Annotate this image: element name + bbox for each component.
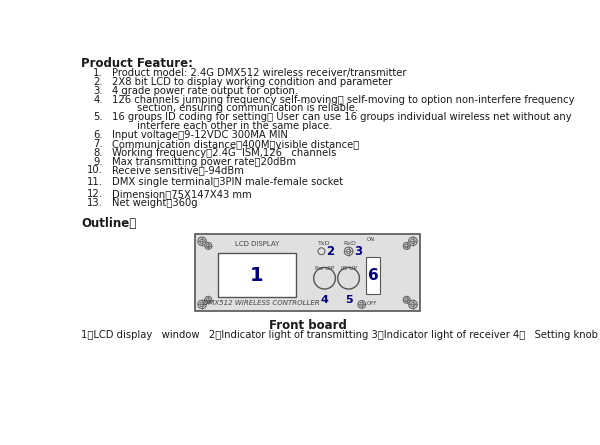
Text: 10.: 10.: [87, 166, 103, 175]
Text: 7.: 7.: [93, 139, 103, 149]
Bar: [365, 258, 380, 295]
Text: Input voltage：9-12VDC 300MA MIN: Input voltage：9-12VDC 300MA MIN: [112, 130, 288, 140]
Text: RxD: RxD: [344, 240, 356, 246]
Text: Front board: Front board: [269, 319, 346, 332]
Circle shape: [338, 267, 359, 289]
Text: 11.: 11.: [87, 178, 103, 187]
Text: 2: 2: [326, 245, 334, 258]
Circle shape: [198, 237, 206, 246]
Text: 6.: 6.: [93, 130, 103, 140]
Text: 5: 5: [345, 295, 352, 305]
Text: 1.: 1.: [93, 68, 103, 78]
Circle shape: [318, 248, 325, 255]
Text: OFF: OFF: [367, 300, 377, 306]
Text: 4: 4: [320, 295, 328, 305]
Text: Pw dIP: Pw dIP: [315, 266, 334, 271]
Text: Receive sensitive：-94dBm: Receive sensitive：-94dBm: [112, 166, 244, 175]
Text: 1：LCD display   window   2：Indicator light of transmitting 3：Indicator light of : 1：LCD display window 2：Indicator light o…: [81, 330, 598, 340]
Text: 1: 1: [250, 266, 264, 285]
Circle shape: [403, 296, 410, 303]
Circle shape: [344, 247, 353, 255]
Text: ID UP: ID UP: [341, 266, 356, 271]
Text: DMX single terminal：3PIN male-female socket: DMX single terminal：3PIN male-female soc…: [112, 178, 343, 187]
Text: 13.: 13.: [87, 198, 103, 208]
Text: 126 channels jumping frequency self-moving， self-moving to option non-interfere : 126 channels jumping frequency self-movi…: [112, 95, 575, 105]
Circle shape: [409, 300, 417, 309]
Text: DMX512 WIRELESS CONTROLLER: DMX512 WIRELESS CONTROLLER: [203, 300, 319, 306]
Text: 9.: 9.: [93, 157, 103, 166]
Circle shape: [205, 243, 212, 249]
Text: 8.: 8.: [94, 148, 103, 158]
Text: 12.: 12.: [87, 189, 103, 199]
Text: Working frequency：2.4G  ISM,126   channels: Working frequency：2.4G ISM,126 channels: [112, 148, 337, 158]
Text: Dimension：75X147X43 mm: Dimension：75X147X43 mm: [112, 189, 252, 199]
Text: ON: ON: [367, 238, 375, 243]
Circle shape: [198, 300, 206, 309]
Text: 3.: 3.: [94, 86, 103, 96]
Text: Product Feature:: Product Feature:: [81, 57, 193, 70]
Text: Outline：: Outline：: [81, 218, 136, 231]
Circle shape: [205, 296, 212, 303]
Text: 6: 6: [368, 268, 379, 283]
Text: interfere each other in the same place.: interfere each other in the same place.: [112, 121, 332, 131]
Bar: [195, 235, 420, 312]
Text: 16 groups ID coding for setting， User can use 16 groups individual wireless net : 16 groups ID coding for setting， User ca…: [112, 112, 572, 122]
Text: LCD DISPLAY: LCD DISPLAY: [235, 240, 280, 247]
Text: Net weight：360g: Net weight：360g: [112, 198, 198, 208]
Text: 5.: 5.: [93, 112, 103, 122]
Text: 3: 3: [354, 245, 362, 258]
Circle shape: [314, 267, 335, 289]
Text: 4 grade power rate output for option.: 4 grade power rate output for option.: [112, 86, 298, 96]
Text: TxD: TxD: [319, 240, 331, 246]
Text: 2.: 2.: [93, 77, 103, 87]
Text: Max transmitting power rate：20dBm: Max transmitting power rate：20dBm: [112, 157, 296, 166]
Text: 4.: 4.: [94, 95, 103, 105]
Text: Product model: 2.4G DMX512 wireless receiver/transmitter: Product model: 2.4G DMX512 wireless rece…: [112, 68, 407, 78]
Text: 2X8 bit LCD to display working condition and parameter: 2X8 bit LCD to display working condition…: [112, 77, 392, 87]
Circle shape: [403, 243, 410, 249]
Circle shape: [409, 237, 417, 246]
Text: section, ensuring communication is reliable.: section, ensuring communication is relia…: [112, 103, 358, 113]
Circle shape: [358, 300, 365, 308]
Text: Communication distance：400M（visible distance）: Communication distance：400M（visible dist…: [112, 139, 359, 149]
Bar: [218, 253, 296, 298]
